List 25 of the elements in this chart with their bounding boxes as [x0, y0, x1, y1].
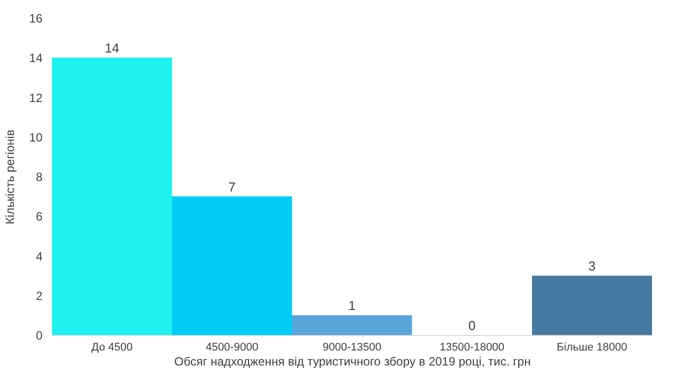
- bar: [172, 196, 292, 335]
- data-label: 1: [348, 298, 356, 314]
- y-tick-label: 16: [29, 12, 43, 26]
- y-tick-label: 6: [36, 210, 43, 224]
- y-tick-label: 8: [36, 170, 43, 184]
- x-axis-title: Обсяг надходження від туристичного збору в 2019 році, тис. грн: [174, 354, 531, 368]
- y-tick-label: 14: [29, 51, 43, 66]
- y-axis-title: Кількість регіонів: [3, 130, 18, 224]
- bar: [292, 315, 412, 335]
- data-label: 0: [468, 318, 476, 333]
- x-tick-label: До 4500: [91, 342, 133, 354]
- y-tick-label: 0: [36, 328, 43, 342]
- x-tick-label: Більше 18000: [556, 342, 628, 354]
- data-label: 3: [588, 258, 596, 274]
- y-tick-label: 12: [29, 90, 43, 105]
- x-tick-label: 4500-9000: [206, 342, 258, 354]
- y-tick-label: 10: [29, 130, 43, 144]
- y-tick-label: 2: [36, 288, 43, 303]
- bar: [52, 58, 172, 335]
- y-tick-label: 4: [36, 249, 43, 264]
- data-label: 7: [228, 179, 236, 194]
- bar: [532, 276, 652, 335]
- data-label: 14: [104, 40, 120, 56]
- x-tick-label: 13500-18000: [440, 342, 504, 354]
- x-tick-label: 9000-13500: [322, 342, 382, 354]
